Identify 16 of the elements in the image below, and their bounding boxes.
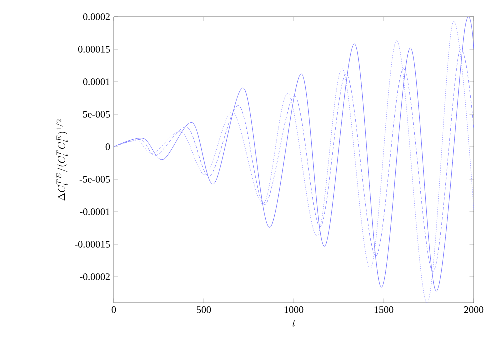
y-tick-label: -0.00015: [75, 241, 110, 248]
y-axis-title: $\Delta C_l^{TE}/(C_l^T C_l^E)^{1/2}$: [56, 120, 68, 201]
y-tick-label: -5e-005: [80, 176, 110, 183]
y-tick-label: 5e-005: [83, 111, 110, 118]
y-tick-label: -0.0002: [80, 274, 110, 280]
x-tick-label: 1000: [284, 306, 304, 314]
y-tick-label: 0.0001: [83, 78, 110, 86]
y-tick-label: 0.00015: [78, 46, 110, 53]
x-tick-label: 0: [112, 306, 116, 314]
x-tick-label: 1500: [374, 306, 394, 314]
x-axis-title: $l$: [292, 320, 295, 328]
y-tick-label: 0.0002: [83, 14, 110, 20]
x-tick-label: 2000: [464, 306, 484, 314]
y-tick-label: 0: [106, 144, 110, 150]
x-tick-label: 500: [197, 306, 212, 314]
y-tick-label: -0.0001: [80, 208, 110, 216]
